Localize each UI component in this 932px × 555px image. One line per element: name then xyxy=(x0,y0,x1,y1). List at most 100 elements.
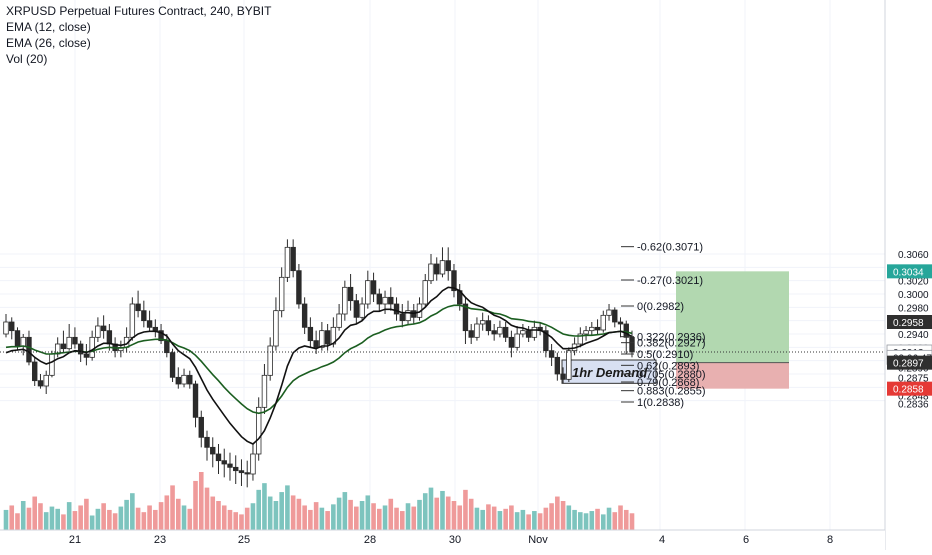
volume-bar xyxy=(78,505,83,530)
candle xyxy=(583,330,589,335)
volume-bar xyxy=(388,498,394,530)
target-zone xyxy=(676,271,789,363)
time-tick-label: Nov xyxy=(528,534,548,546)
volume-bar xyxy=(181,505,187,530)
volume-bar xyxy=(153,509,158,530)
candle xyxy=(520,330,526,335)
volume-bar xyxy=(600,514,606,530)
volume-bar xyxy=(371,503,376,530)
volume-bar xyxy=(382,505,388,530)
volume-bar xyxy=(38,503,43,530)
volume-bar xyxy=(285,485,290,530)
volume-legend[interactable]: Vol (20) xyxy=(6,52,48,66)
candle xyxy=(422,280,428,305)
candle xyxy=(261,374,268,408)
volume-bar xyxy=(629,513,635,530)
price-tick-label: 0.3000 xyxy=(898,290,929,301)
candle xyxy=(491,330,497,335)
candle xyxy=(514,333,520,348)
fib-level-label: 0.322(0.2936) xyxy=(637,332,706,344)
price-tick-label: 0.3060 xyxy=(898,250,929,261)
volume-bar xyxy=(279,492,284,530)
candle xyxy=(267,345,273,376)
candle xyxy=(399,313,405,322)
candle xyxy=(89,336,95,358)
candle xyxy=(60,343,67,350)
candle xyxy=(175,376,181,385)
volume-bar xyxy=(526,514,531,530)
volume-bar xyxy=(193,480,198,530)
candle xyxy=(164,340,170,354)
candle xyxy=(617,321,624,325)
time-tick-label: 21 xyxy=(69,534,81,546)
volume-bar xyxy=(72,511,78,530)
time-tick-label: 28 xyxy=(364,534,376,546)
candle xyxy=(623,323,629,338)
volume-bar xyxy=(158,502,164,530)
volume-bars xyxy=(3,472,635,530)
volume-bar xyxy=(474,507,480,530)
price-tick-label: 0.2848 xyxy=(898,391,929,402)
volume-bar xyxy=(3,509,9,530)
candle xyxy=(548,350,555,358)
candle xyxy=(72,336,78,345)
candle xyxy=(336,313,342,328)
volume-bar xyxy=(147,505,152,530)
ema26-legend[interactable]: EMA (26, close) xyxy=(6,36,91,50)
time-tick-label: 8 xyxy=(827,534,833,546)
time-axis[interactable]: 21 23 25 28 30 Nov 4 6 8 xyxy=(0,529,885,550)
candle xyxy=(146,320,153,328)
fib-level-label: 0.382(0.2927) xyxy=(637,338,706,350)
price-axis[interactable]: 0.30600.30400.30200.30000.29800.29580.29… xyxy=(884,0,932,550)
candles xyxy=(3,239,635,488)
candle xyxy=(43,374,49,387)
volume-bar xyxy=(451,501,457,530)
volume-bar xyxy=(55,508,60,530)
fib-retracement[interactable]: -0.62(0.3071) -0.27(0.3021) 0(0.2982) 0.322… xyxy=(621,242,706,409)
ema12-legend[interactable]: EMA (12, close) xyxy=(6,20,91,34)
candle xyxy=(14,330,21,347)
candle xyxy=(66,336,72,350)
volume-bar xyxy=(520,509,526,530)
candle xyxy=(9,321,15,332)
volume-bar xyxy=(112,513,118,530)
candle xyxy=(100,325,107,332)
candle xyxy=(577,333,584,345)
volume-bar xyxy=(296,498,302,530)
volume-bar xyxy=(405,503,411,530)
volume-bar xyxy=(15,513,20,530)
candle xyxy=(238,470,245,474)
candle xyxy=(244,472,250,475)
volume-bar xyxy=(572,509,577,530)
volume-bar xyxy=(348,499,353,530)
candle xyxy=(376,293,383,305)
fib-level-label: 0.5(0.2910) xyxy=(637,349,693,361)
price-badge-label: 0.3034 xyxy=(893,267,924,278)
candle xyxy=(169,352,176,378)
volume-bar xyxy=(141,512,147,530)
volume-bar xyxy=(331,504,336,530)
ema26-line xyxy=(5,304,633,415)
candle xyxy=(594,326,601,331)
volume-bar xyxy=(250,503,256,530)
volume-bar xyxy=(359,501,365,530)
volume-bar xyxy=(578,512,583,530)
candle xyxy=(135,303,141,312)
price-badge xyxy=(887,264,932,279)
volume-bar xyxy=(221,505,227,530)
price-tick-label: 0.2940 xyxy=(898,330,929,341)
candle xyxy=(479,320,486,325)
volume-bar xyxy=(537,513,543,530)
volume-bar xyxy=(302,505,307,530)
symbol-title[interactable]: XRPUSD Perpetual Futures Contract, 240, … xyxy=(6,4,272,18)
candle xyxy=(543,330,549,352)
volume-bar xyxy=(233,512,239,530)
fib-level-label: -0.27(0.3021) xyxy=(637,275,703,287)
volume-bar xyxy=(428,487,434,530)
candle xyxy=(497,326,503,335)
volume-bar xyxy=(61,514,66,530)
candle xyxy=(428,263,434,282)
candle xyxy=(370,280,377,295)
